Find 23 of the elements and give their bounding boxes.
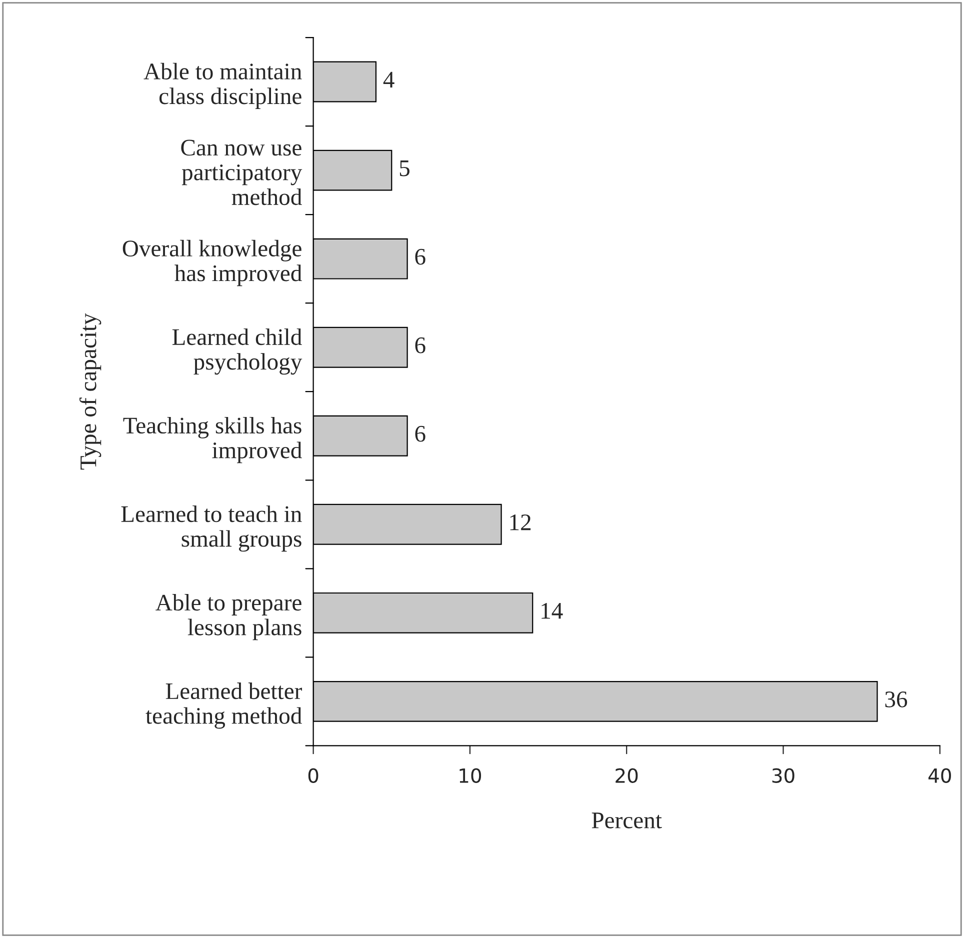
data-label: 14 [542, 603, 563, 619]
x-tick-label: 20 [616, 768, 638, 783]
y-tick-label: Learned to teach in small groups [121, 506, 302, 552]
data-label: 6 [415, 337, 426, 354]
x-tick-label: 10 [460, 768, 482, 783]
data-label: 5 [400, 160, 410, 176]
y-tick-label: Can now use participatory method [181, 140, 302, 206]
y-tick-label: Teaching skills has improved [123, 416, 302, 464]
y-tick-label: Learned better teaching method [146, 682, 302, 729]
y-axis-title: Type of capacity [79, 313, 102, 470]
data-label: 36 [885, 691, 908, 708]
data-label: 6 [415, 248, 426, 265]
x-tick-label: 40 [928, 768, 951, 783]
data-label: 4 [383, 72, 394, 88]
data-label: 12 [510, 514, 531, 530]
y-tick-label: Learned child psychology [172, 328, 302, 375]
data-label: 6 [415, 426, 426, 442]
x-tick-label: 30 [772, 768, 794, 783]
x-tick-label: 0 [308, 768, 318, 783]
y-tick-label: Overall knowledge has improved [122, 240, 302, 286]
y-tick-label: Able to prepare lesson plans [156, 594, 302, 640]
x-axis-title: Percent [592, 812, 662, 828]
y-tick-label: Able to maintain class discipline [144, 62, 302, 109]
